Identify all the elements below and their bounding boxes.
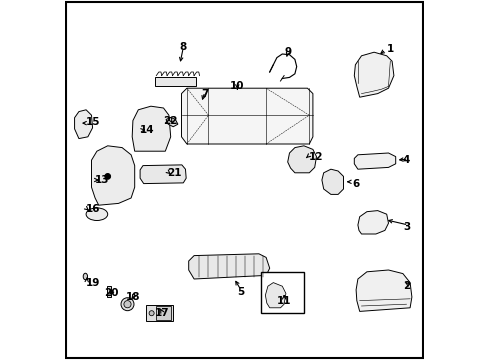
Text: 7: 7 xyxy=(201,89,208,99)
Bar xyxy=(154,77,196,86)
Text: 3: 3 xyxy=(402,222,409,232)
Text: 20: 20 xyxy=(104,288,118,298)
Polygon shape xyxy=(140,165,186,184)
Circle shape xyxy=(149,311,154,316)
Polygon shape xyxy=(357,211,387,234)
Text: 12: 12 xyxy=(309,152,323,162)
Text: 21: 21 xyxy=(167,168,181,178)
Circle shape xyxy=(123,301,131,308)
Ellipse shape xyxy=(83,273,87,280)
Text: 1: 1 xyxy=(386,44,393,54)
Text: 8: 8 xyxy=(179,42,186,52)
Polygon shape xyxy=(354,153,395,169)
Polygon shape xyxy=(355,270,411,311)
Bar xyxy=(192,100,221,106)
Text: 10: 10 xyxy=(229,81,244,91)
Text: 2: 2 xyxy=(402,281,409,291)
Text: 11: 11 xyxy=(276,296,291,306)
Ellipse shape xyxy=(86,208,107,220)
Text: 4: 4 xyxy=(402,155,409,165)
Text: 5: 5 xyxy=(237,287,244,297)
Text: 18: 18 xyxy=(125,292,140,302)
Polygon shape xyxy=(354,52,393,97)
Text: 16: 16 xyxy=(86,204,101,214)
Bar xyxy=(260,272,303,313)
Bar xyxy=(156,306,170,320)
Text: 22: 22 xyxy=(163,116,178,126)
Polygon shape xyxy=(132,106,170,151)
Text: 9: 9 xyxy=(284,47,291,57)
Text: 13: 13 xyxy=(95,175,109,185)
Polygon shape xyxy=(188,254,269,279)
Polygon shape xyxy=(287,146,316,173)
Polygon shape xyxy=(166,117,178,127)
Circle shape xyxy=(104,174,110,179)
Polygon shape xyxy=(75,110,92,139)
Polygon shape xyxy=(265,283,285,308)
Polygon shape xyxy=(91,146,134,205)
Bar xyxy=(107,286,111,297)
Polygon shape xyxy=(321,169,343,194)
Text: 14: 14 xyxy=(140,125,154,135)
Bar xyxy=(145,305,172,321)
Circle shape xyxy=(121,298,134,311)
Text: 6: 6 xyxy=(352,179,359,189)
Polygon shape xyxy=(181,88,312,144)
Text: 15: 15 xyxy=(86,117,101,127)
Text: 17: 17 xyxy=(154,308,169,318)
Text: 19: 19 xyxy=(86,278,100,288)
